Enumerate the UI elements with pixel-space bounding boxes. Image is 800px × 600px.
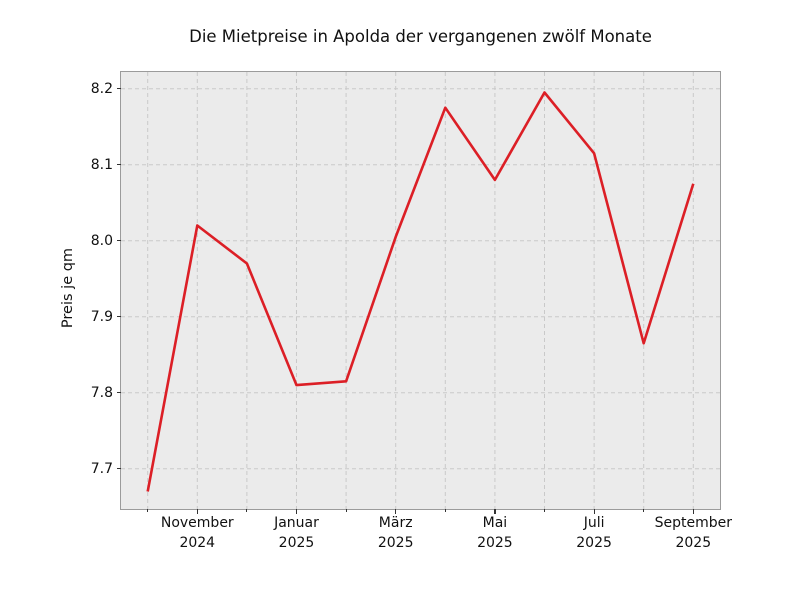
x-tick-label-month: November (160, 515, 234, 531)
x-major-tick-mark (395, 509, 397, 514)
x-minor-tick-mark (147, 509, 149, 512)
x-tick-label: September 2025 (633, 514, 753, 553)
y-tick-label: 7.7 (90, 460, 113, 477)
x-tick-label-year: 2025 (675, 534, 712, 551)
x-major-tick-mark (692, 509, 694, 514)
y-tick-label: 7.9 (90, 308, 113, 325)
y-tick-mark (117, 316, 121, 318)
y-tick-mark (117, 240, 121, 242)
x-major-tick-mark (593, 509, 595, 514)
x-major-tick-mark (196, 509, 198, 514)
y-tick-mark (117, 468, 121, 470)
x-minor-tick-mark (246, 509, 248, 512)
chart-canvas (121, 72, 720, 509)
price-trend-line (146, 91, 695, 492)
x-tick-label: Mai 2025 (435, 514, 555, 553)
x-tick-label-month: Juli (583, 515, 605, 531)
y-tick-label: 7.8 (90, 384, 113, 401)
x-minor-tick-mark (643, 509, 645, 512)
x-tick-label-month: September (654, 515, 732, 531)
y-tick-label: 8.0 (90, 232, 113, 249)
x-tick-label-month: März (378, 515, 413, 531)
x-tick-label-year: 2025 (377, 534, 414, 551)
x-tick-label-year: 2025 (278, 534, 315, 551)
x-tick-label-year: 2025 (576, 534, 612, 551)
x-tick-label-month: Januar (274, 515, 319, 531)
x-major-tick-mark (295, 509, 298, 514)
chart-title: Die Mietpreise in Apolda der vergangenen… (189, 27, 652, 46)
x-tick-label: Juli 2025 (534, 514, 654, 553)
y-tick-mark (117, 392, 121, 394)
plot-area (121, 72, 720, 509)
x-minor-tick-mark (444, 509, 446, 512)
y-tick-label: 8.1 (90, 156, 113, 173)
x-major-tick-mark (494, 509, 496, 514)
x-tick-label-year: 2025 (477, 534, 513, 551)
y-tick-mark (117, 88, 121, 90)
y-tick-label: 8.2 (90, 80, 113, 97)
x-tick-label-month: Mai (482, 515, 508, 531)
x-minor-tick-mark (544, 509, 545, 512)
x-tick-label: November 2024 (137, 514, 257, 553)
x-tick-label-year: 2024 (179, 534, 216, 551)
x-tick-label: Januar 2025 (236, 514, 356, 553)
x-minor-tick-mark (345, 509, 347, 512)
x-tick-label: März 2025 (336, 514, 456, 553)
y-tick-mark (117, 164, 121, 166)
